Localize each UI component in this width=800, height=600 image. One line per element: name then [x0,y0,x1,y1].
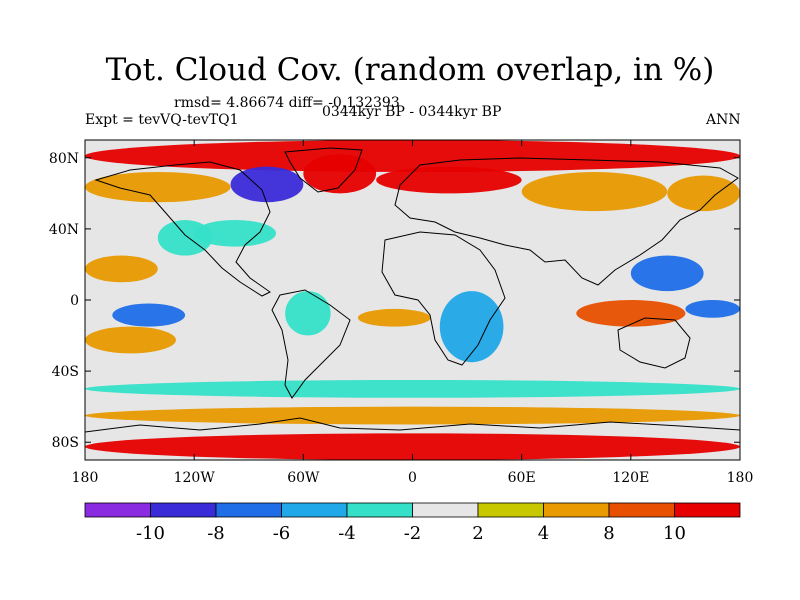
field-region-12 [85,326,176,354]
x-tick-label-1: 120W [174,470,216,486]
coast-africa [381,231,506,366]
coast-greenland [284,147,363,193]
field-region-14 [357,308,431,327]
y-tick-label-2: 0 [70,293,79,309]
colorbar-box-5 [412,502,479,518]
field-region-15 [439,291,504,363]
experiment-label: Expt = tevVQ-tevTQ1 [85,112,239,128]
field-region-1 [85,172,231,203]
x-tick-label-6: 180 [727,470,754,486]
field-region-0 [85,140,740,172]
field-region-3 [303,154,377,194]
season-label: ANN [706,112,741,128]
colorbar-label-6: 4 [538,523,549,544]
colorbar-box-4 [346,502,413,518]
field-region-19 [85,406,740,425]
coastlines [85,147,740,433]
colorbar-box-1 [150,502,217,518]
x-tick-label-5: 120E [612,470,649,486]
colorbar-box-3 [281,502,348,518]
axis-ticks: 180 120W 60W 0 60E 120E 180 80N 40N 0 40S 80S [49,140,753,486]
field-region-18 [85,380,740,398]
field-region-17 [685,300,740,318]
stats-label: rmsd= 4.86674 diff= -0.132393 [174,95,400,111]
field-region-4 [376,166,522,194]
field-region-9 [85,255,158,283]
y-tick-label-0: 80N [49,151,79,167]
colorbar-label-8: 10 [663,523,686,544]
colorbar-label-3: -4 [338,523,356,544]
colorbar-box-6 [477,502,544,518]
difference-field [85,140,740,460]
y-tick-label-1: 40N [49,222,79,238]
field-region-10 [630,255,704,292]
colorbar-label-0: -10 [136,523,165,544]
coast-australia [617,317,691,369]
colorbar-label-4: -2 [404,523,422,544]
colorbar-box-0 [84,502,151,518]
field-region-2 [230,166,304,203]
colorbar: -10 -8 -6 -4 -2 2 4 8 10 [84,502,741,544]
x-tick-label-0: 180 [72,470,99,486]
y-tick-label-4: 80S [52,435,79,451]
field-region-16 [576,300,686,327]
page-title: Tot. Cloud Cov. (random overlap, in %) [105,52,715,88]
x-tick-label-2: 60W [287,470,320,486]
field-region-6 [667,175,740,212]
colorbar-label-2: -6 [273,523,291,544]
field-region-13 [285,291,331,336]
period-label: 0344kyr BP - 0344kyr BP [322,104,502,120]
colorbar-box-2 [215,502,282,518]
coast-eurasia [394,157,739,286]
colorbar-label-1: -8 [207,523,225,544]
colorbar-label-5: 2 [472,523,483,544]
field-region-8 [194,220,277,247]
field-region-5 [521,172,668,212]
colorbar-label-7: 8 [603,523,614,544]
field-region-11 [112,303,186,327]
coast-south-america [271,289,351,399]
colorbar-box-7 [543,502,610,518]
colorbar-box-8 [608,502,675,518]
y-tick-label-3: 40S [52,364,79,380]
colorbar-box-9 [674,502,741,518]
coast-north-america [94,161,271,297]
field-region-20 [85,433,740,460]
coast-antarctica [85,417,740,433]
x-tick-label-4: 60E [508,470,536,486]
x-tick-label-3: 0 [408,470,417,486]
